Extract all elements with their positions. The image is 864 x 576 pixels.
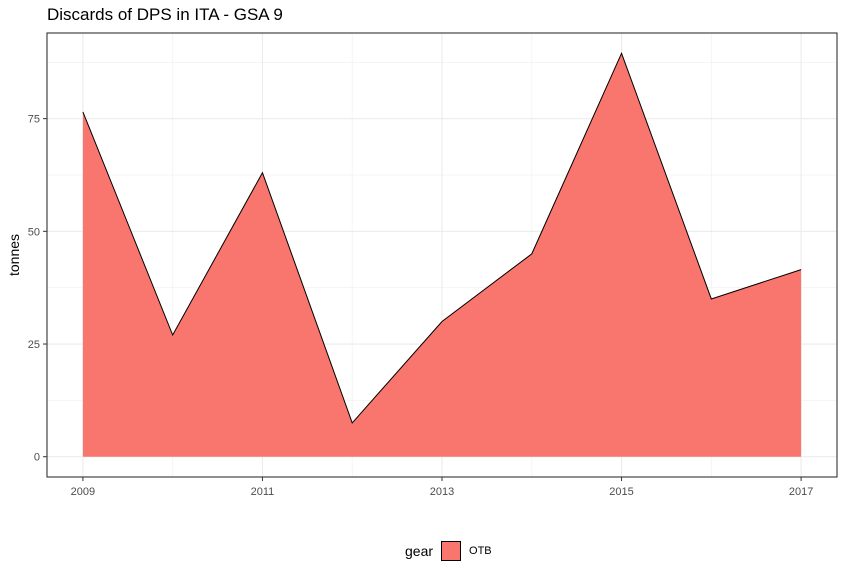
x-tick-label: 2011 bbox=[251, 486, 275, 498]
y-tick-label: 50 bbox=[28, 226, 40, 238]
y-tick-label: 0 bbox=[34, 452, 40, 464]
legend: gear OTB bbox=[405, 538, 492, 564]
chart-title: Discards of DPS in ITA - GSA 9 bbox=[47, 5, 283, 24]
legend-label-otb: OTB bbox=[469, 545, 492, 557]
area-series-otb bbox=[82, 53, 802, 457]
legend-key-otb bbox=[441, 541, 462, 561]
y-tick-label: 75 bbox=[28, 114, 40, 126]
y-tick-label: 25 bbox=[28, 339, 40, 351]
x-tick-label: 2017 bbox=[789, 486, 813, 498]
area-outline-otb bbox=[82, 51, 802, 424]
x-tick-label: 2009 bbox=[71, 486, 95, 498]
x-tick-label: 2015 bbox=[609, 486, 633, 498]
legend-title: gear bbox=[405, 543, 434, 559]
x-tick-label: 2013 bbox=[430, 486, 454, 498]
